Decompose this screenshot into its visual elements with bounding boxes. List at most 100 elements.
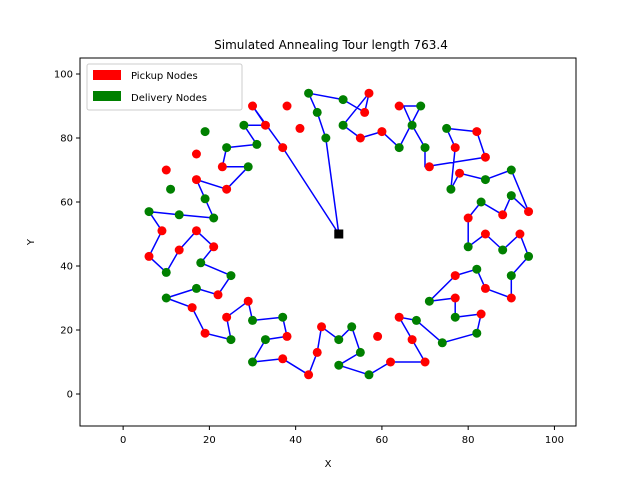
pickup-node <box>386 357 396 367</box>
delivery-node <box>166 184 176 194</box>
delivery-node <box>243 162 253 172</box>
delivery-node <box>144 207 154 217</box>
pickup-node <box>304 370 314 380</box>
pickup-node <box>312 347 322 357</box>
pickup-node <box>450 293 460 303</box>
pickup-node <box>174 245 184 255</box>
pickup-node <box>209 242 219 252</box>
y-tick-label: 0 <box>67 390 73 401</box>
tick-layer: 0 20 40 60 80 100 0 20 40 60 80 100 <box>54 70 564 447</box>
pickup-node <box>191 175 201 185</box>
pickup-node <box>200 328 210 338</box>
delivery-node <box>446 184 456 194</box>
delivery-node <box>226 271 236 281</box>
delivery-node <box>347 322 357 332</box>
y-tick-label: 100 <box>54 70 73 81</box>
pickup-node <box>455 168 465 178</box>
delivery-node <box>196 258 206 268</box>
delivery-node <box>338 95 348 105</box>
pickup-node <box>472 127 482 137</box>
pickup-node <box>217 162 227 172</box>
pickup-node <box>187 303 197 313</box>
delivery-node <box>394 143 404 153</box>
pickup-node <box>191 149 201 159</box>
legend-swatch-delivery <box>93 91 121 101</box>
delivery-node <box>200 194 210 204</box>
chart-title: Simulated Annealing Tour length 763.4 <box>214 38 448 52</box>
y-axis-title: Y <box>26 238 37 246</box>
x-tick-label: 100 <box>545 435 564 446</box>
delivery-node <box>248 315 258 325</box>
delivery-node <box>260 335 270 345</box>
pickup-node <box>360 107 370 117</box>
pickup-node <box>480 283 490 293</box>
delivery-node <box>355 347 365 357</box>
pickup-node <box>222 312 232 322</box>
delivery-node <box>480 175 490 185</box>
delivery-node <box>476 197 486 207</box>
delivery-node <box>174 210 184 220</box>
pickup-node <box>424 162 434 172</box>
pickup-node <box>248 101 258 111</box>
pickup-node <box>364 88 374 98</box>
delivery-node <box>252 139 262 149</box>
plot-frame <box>79 57 577 427</box>
pickup-node <box>191 226 201 236</box>
delivery-node <box>463 242 473 252</box>
pickup-node <box>222 184 232 194</box>
pickup-node <box>282 101 292 111</box>
pickup-node <box>394 101 404 111</box>
delivery-node <box>437 338 447 348</box>
delivery-node <box>209 213 219 223</box>
x-axis-title: X <box>325 459 332 470</box>
pickup-node <box>260 120 270 130</box>
x-tick-label: 80 <box>462 435 475 446</box>
pickup-node <box>506 293 516 303</box>
delivery-node <box>472 264 482 274</box>
pickup-node <box>420 357 430 367</box>
delivery-node <box>424 296 434 306</box>
pickup-node <box>278 354 288 364</box>
delivery-node <box>226 335 236 345</box>
x-tick-label: 20 <box>203 435 216 446</box>
y-tick-label: 20 <box>60 326 73 337</box>
delivery-node <box>278 312 288 322</box>
pickup-node <box>161 165 171 175</box>
pickup-node <box>407 335 417 345</box>
x-tick-label: 0 <box>120 435 126 446</box>
delivery-node <box>364 370 374 380</box>
delivery-node <box>506 271 516 281</box>
legend-swatch-pickup <box>93 70 121 80</box>
legend-box <box>86 63 243 111</box>
delivery-node <box>338 120 348 130</box>
pickup-node <box>450 143 460 153</box>
legend-label-delivery: Delivery Nodes <box>131 93 207 104</box>
pickup-node <box>450 271 460 281</box>
delivery-node <box>304 88 314 98</box>
delivery-node <box>450 312 460 322</box>
pickup-node <box>515 229 525 239</box>
delivery-node <box>498 245 508 255</box>
x-tick-label: 40 <box>289 435 302 446</box>
delivery-node <box>321 133 331 143</box>
delivery-node <box>334 360 344 370</box>
node-layer <box>144 88 534 380</box>
delivery-node <box>506 165 516 175</box>
delivery-node <box>524 251 534 261</box>
legend: Pickup Nodes Delivery Nodes <box>86 63 243 111</box>
pickup-node <box>355 133 365 143</box>
delivery-node <box>248 357 258 367</box>
delivery-node <box>420 143 430 153</box>
pickup-node <box>243 296 253 306</box>
pickup-node <box>282 331 292 341</box>
pickup-node <box>373 331 383 341</box>
pickup-node <box>524 207 534 217</box>
y-tick-label: 80 <box>60 134 73 145</box>
pickup-node <box>480 152 490 162</box>
delivery-node <box>506 191 516 201</box>
pickup-node <box>213 290 223 300</box>
delivery-node <box>191 283 201 293</box>
depot-node <box>334 229 344 239</box>
